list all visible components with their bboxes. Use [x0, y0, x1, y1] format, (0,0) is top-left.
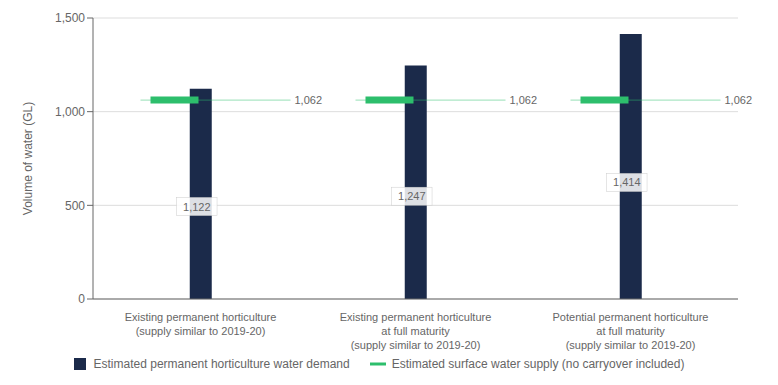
svg-text:1,122: 1,122 [183, 201, 211, 213]
svg-text:Potential permanent horticultu: Potential permanent horticultureat full … [553, 311, 709, 352]
svg-text:Existing permanent horticultur: Existing permanent horticultureat full m… [340, 311, 492, 352]
svg-text:1,500: 1,500 [55, 11, 85, 25]
html-text:Estimated surface water supply: Estimated surface water supply (no carry… [391, 357, 685, 371]
svg-text:1,062: 1,062 [510, 94, 538, 106]
html-text:Estimated permanent horticultu: Estimated permanent horticulture water d… [93, 357, 350, 371]
svg-text:1,062: 1,062 [725, 94, 753, 106]
svg-text:0: 0 [78, 292, 85, 306]
svg-text:Volume of water (GL): Volume of water (GL) [21, 102, 35, 215]
svg-text:1,062: 1,062 [295, 94, 323, 106]
svg-text:1,000: 1,000 [55, 105, 85, 119]
svg-text:500: 500 [65, 199, 85, 213]
svg-text:Existing permanent horticultur: Existing permanent horticulture(supply s… [125, 311, 277, 337]
svg-text:1,414: 1,414 [613, 176, 641, 188]
svg-text:1,247: 1,247 [398, 190, 426, 202]
